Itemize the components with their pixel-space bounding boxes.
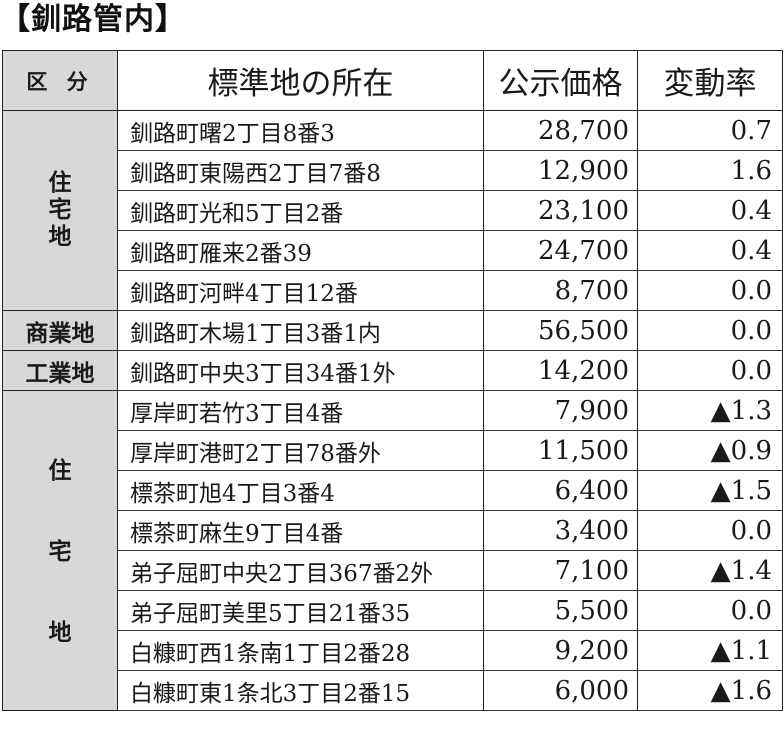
category-industrial: 工業地 (2, 350, 118, 391)
price-cell: 28,700 (483, 110, 638, 151)
location-cell: 厚岸町港町2丁目78番外 (117, 430, 484, 471)
category-commercial: 商業地 (2, 310, 118, 351)
rate-cell: 0.0 (637, 270, 783, 311)
header-location: 標準地の所在 (117, 50, 484, 111)
category-char: 地 (48, 620, 72, 646)
rate-cell: ▲1.4 (637, 550, 783, 591)
price-cell: 3,400 (483, 510, 638, 551)
table-row: 標茶町麻生9丁目4番 3,400 0.0 (3, 510, 783, 551)
price-cell: 6,400 (483, 470, 638, 511)
location-cell: 標茶町旭4丁目3番4 (117, 470, 484, 511)
header-category: 区 分 (2, 50, 118, 111)
location-cell: 釧路町光和5丁目2番 (117, 190, 484, 231)
rate-cell: ▲0.9 (637, 430, 783, 471)
rate-cell: 0.0 (637, 590, 783, 631)
rate-cell: 0.0 (637, 310, 783, 351)
category-char: 住 (48, 170, 72, 196)
table-row: 白糠町東1条北3丁目2番15 6,000 ▲1.6 (3, 670, 783, 711)
table-row: 弟子屈町美里5丁目21番35 5,500 0.0 (3, 590, 783, 631)
location-cell: 釧路町曙2丁目8番3 (117, 110, 484, 151)
rate-cell: 0.4 (637, 190, 783, 231)
location-cell: 釧路町木場1丁目3番1内 (117, 310, 484, 351)
location-cell: 釧路町雁来2番39 (117, 230, 484, 271)
location-cell: 釧路町東陽西2丁目7番8 (117, 150, 484, 191)
price-cell: 7,900 (483, 390, 638, 431)
table-row: 弟子屈町中央2丁目367番2外 7,100 ▲1.4 (3, 550, 783, 591)
price-cell: 11,500 (483, 430, 638, 471)
rate-cell: ▲1.1 (637, 630, 783, 671)
table-row: 住 宅 地 釧路町曙2丁目8番3 28,700 0.7 (2, 110, 783, 311)
header-price: 公示価格 (483, 50, 638, 111)
category-residential-2: 住 宅 地 (2, 390, 118, 711)
category-char: 宅 (48, 539, 72, 565)
rate-cell: ▲1.3 (637, 390, 783, 431)
table-row: 白糠町西1条南1丁目2番28 9,200 ▲1.1 (3, 630, 783, 671)
header-rate: 変動率 (637, 50, 783, 111)
table-row: 釧路町東陽西2丁目7番8 12,900 1.6 (3, 150, 783, 191)
rate-cell: 0.0 (637, 350, 783, 391)
location-cell: 弟子屈町中央2丁目367番2外 (117, 550, 484, 591)
table-row: 標茶町旭4丁目3番4 6,400 ▲1.5 (3, 470, 783, 511)
rate-cell: 0.7 (637, 110, 783, 151)
location-cell: 釧路町中央3丁目34番1外 (117, 350, 484, 391)
category-char: 宅 (48, 197, 72, 223)
price-cell: 9,200 (483, 630, 638, 671)
price-cell: 6,000 (483, 670, 638, 711)
table-row: 住 宅 地 厚岸町若竹3丁目4番 7,900 ▲1.3 (2, 390, 783, 711)
location-cell: 白糠町東1条北3丁目2番15 (117, 670, 484, 711)
rate-cell: 1.6 (637, 150, 783, 191)
rate-cell: 0.0 (637, 510, 783, 551)
location-cell: 釧路町河畔4丁目12番 (117, 270, 484, 311)
table-row: 工業地 釧路町中央3丁目34番1外 14,200 0.0 (2, 350, 783, 391)
category-char: 地 (48, 224, 72, 250)
price-cell: 23,100 (483, 190, 638, 231)
location-cell: 弟子屈町美里5丁目21番35 (117, 590, 484, 631)
price-cell: 7,100 (483, 550, 638, 591)
price-cell: 14,200 (483, 350, 638, 391)
page-title: 【釧路管内】 (0, 2, 186, 37)
table-row: 釧路町雁来2番39 24,700 0.4 (3, 230, 783, 271)
table-row: 釧路町光和5丁目2番 23,100 0.4 (3, 190, 783, 231)
location-cell: 厚岸町若竹3丁目4番 (117, 390, 484, 431)
rate-cell: ▲1.5 (637, 470, 783, 511)
price-cell: 24,700 (483, 230, 638, 271)
category-char: 住 (48, 458, 72, 484)
rate-cell: 0.4 (637, 230, 783, 271)
rate-cell: ▲1.6 (637, 670, 783, 711)
location-cell: 白糠町西1条南1丁目2番28 (117, 630, 484, 671)
price-cell: 56,500 (483, 310, 638, 351)
location-cell: 標茶町麻生9丁目4番 (117, 510, 484, 551)
table-row: 釧路町河畔4丁目12番 8,700 0.0 (3, 270, 783, 311)
land-price-table: 区 分 標準地の所在 公示価格 変動率 住 宅 地 釧路町曙2丁目8番3 28,… (2, 50, 783, 711)
category-residential-1: 住 宅 地 (2, 110, 118, 311)
price-cell: 5,500 (483, 590, 638, 631)
header-row: 区 分 標準地の所在 公示価格 変動率 (2, 50, 783, 111)
table-row: 商業地 釧路町木場1丁目3番1内 56,500 0.0 (2, 310, 783, 351)
price-cell: 8,700 (483, 270, 638, 311)
table-row: 厚岸町港町2丁目78番外 11,500 ▲0.9 (3, 430, 783, 471)
price-cell: 12,900 (483, 150, 638, 191)
